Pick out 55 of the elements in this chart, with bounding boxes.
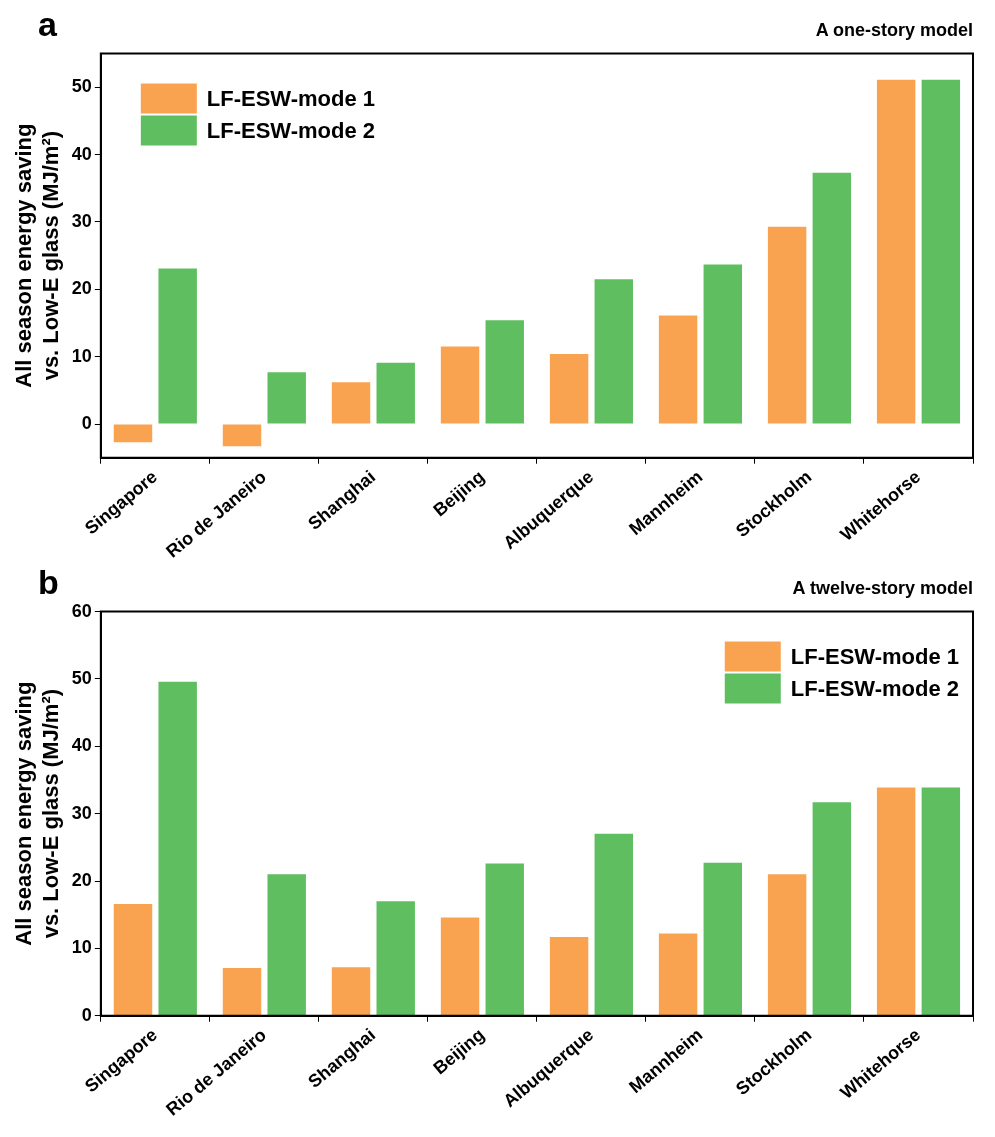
bar — [485, 320, 524, 424]
y-tick-label: 20 — [71, 278, 92, 299]
bar — [921, 79, 961, 424]
text: b — [38, 563, 59, 602]
y-tick-label: 30 — [71, 802, 92, 823]
text: a — [38, 5, 58, 44]
bar — [222, 967, 262, 1016]
bar — [158, 681, 197, 1016]
legend-label: LF-ESW-mode 1 — [206, 85, 376, 111]
y-tick-label: 40 — [71, 143, 92, 164]
bar — [812, 172, 852, 424]
y-tick-label: 0 — [81, 1004, 92, 1025]
bar — [703, 264, 743, 424]
y-tick-label: 50 — [71, 76, 92, 97]
y-tick-label: 30 — [71, 210, 92, 231]
bar — [594, 833, 633, 1016]
y-tick-label: 0 — [81, 413, 92, 434]
bar — [658, 933, 698, 1016]
bar — [331, 382, 371, 424]
bar — [812, 802, 852, 1016]
bar — [267, 372, 306, 424]
bar — [222, 424, 262, 447]
bar — [549, 354, 589, 424]
chart-title: A twelve-story model — [792, 577, 973, 598]
y-tick-label: 50 — [71, 667, 92, 688]
bar — [440, 917, 480, 1016]
legend-label: LF-ESW-mode 1 — [790, 643, 960, 669]
bar — [658, 315, 698, 424]
bar — [921, 787, 961, 1016]
chart-title: A one-story model — [815, 19, 973, 40]
y-tick-label: 10 — [71, 937, 92, 958]
bar — [876, 787, 916, 1016]
legend-label: LF-ESW-mode 2 — [790, 675, 960, 701]
y-tick-label: 40 — [71, 735, 92, 756]
y-tick-label: 60 — [71, 600, 92, 621]
bar — [549, 936, 589, 1016]
bar — [876, 79, 916, 424]
bar — [440, 346, 480, 424]
y-tick-label: 20 — [71, 869, 92, 890]
bar — [158, 268, 197, 424]
y-axis-title: All season energy saving vs. Low-E glass (MJ/m²) — [11, 123, 63, 388]
y-tick-label: 10 — [71, 345, 92, 366]
bar — [267, 874, 306, 1016]
bar — [113, 903, 153, 1016]
bar — [113, 424, 153, 443]
bar — [594, 279, 633, 424]
bar — [376, 901, 415, 1016]
y-axis-title: All season energy saving vs. Low-E glass (MJ/m²) — [11, 681, 63, 946]
bar — [331, 967, 371, 1016]
bar — [703, 862, 743, 1016]
bar — [376, 362, 415, 424]
bar — [767, 874, 807, 1016]
legend-label: LF-ESW-mode 2 — [206, 117, 376, 143]
bar — [485, 863, 524, 1016]
bar — [767, 226, 807, 424]
